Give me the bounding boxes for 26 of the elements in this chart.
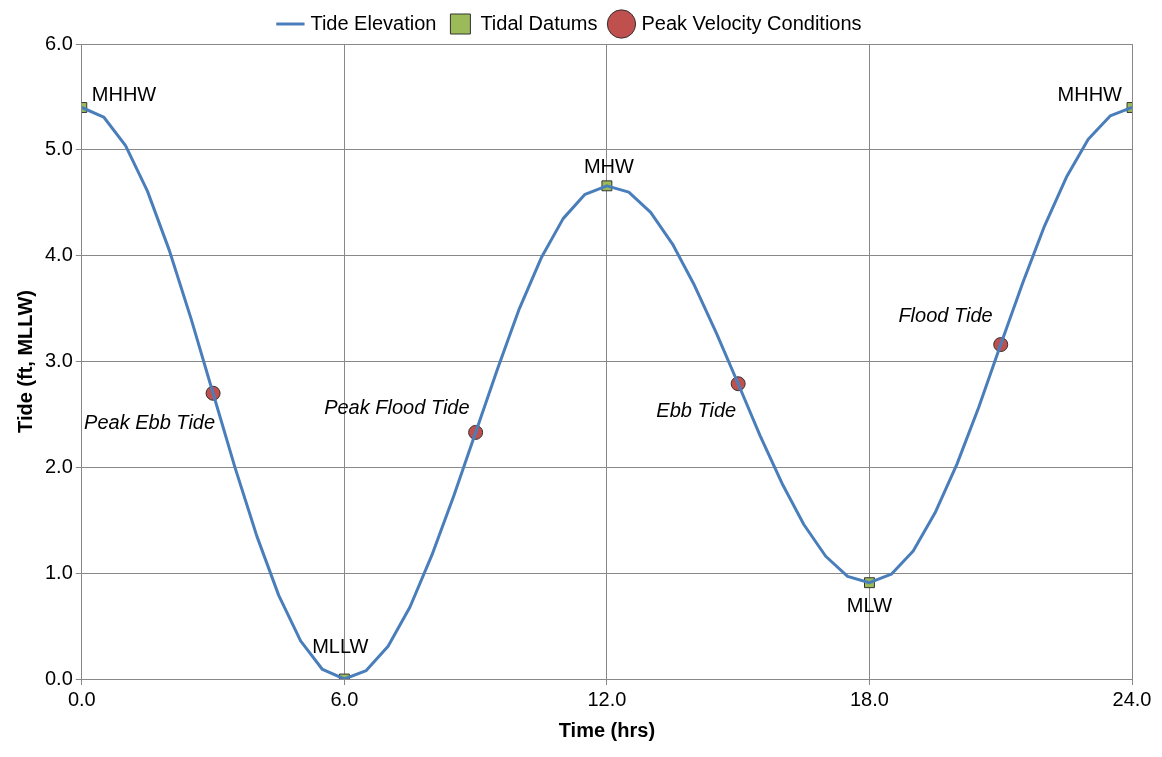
x-tick-label: 12.0 [587, 687, 627, 710]
annotation: MLLW [312, 634, 369, 657]
annotation: Flood Tide [898, 304, 993, 327]
x-tick-label: 0.0 [67, 687, 96, 710]
legend-label: Tidal Datums [480, 11, 598, 34]
y-tick-label: 5.0 [44, 137, 73, 160]
y-tick-label: 1.0 [44, 560, 73, 583]
x-axis-title: Time (hrs) [558, 718, 656, 741]
annotation: Peak Flood Tide [324, 395, 470, 418]
annotation: MHW [583, 155, 635, 178]
annotation: MHHW [1057, 83, 1123, 106]
x-tick-label: 24.0 [1112, 687, 1152, 710]
annotation: MLW [846, 594, 893, 617]
annotation: Ebb Tide [656, 399, 737, 422]
y-tick-label: 2.0 [44, 454, 73, 477]
y-tick-label: 3.0 [44, 349, 73, 372]
annotation: Peak Ebb Tide [84, 410, 216, 433]
annotation: MHHW [91, 83, 157, 106]
y-tick-label: 6.0 [44, 31, 73, 54]
x-tick-label: 18.0 [849, 687, 889, 710]
legend-label: Tide Elevation [310, 11, 437, 34]
y-tick-label: 4.0 [44, 243, 73, 266]
y-tick-label: 0.0 [44, 666, 73, 689]
y-axis-title: Tide (ft, MLLW) [13, 290, 36, 433]
x-tick-label: 6.0 [330, 687, 359, 710]
legend-label: Peak Velocity Conditions [641, 11, 862, 34]
